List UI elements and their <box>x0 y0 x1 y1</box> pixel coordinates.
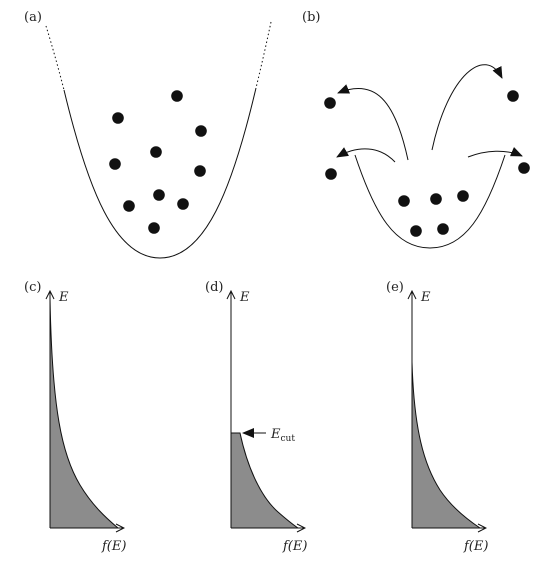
energy-axis-label: E <box>58 290 69 305</box>
panel-b-label: (b) <box>302 10 320 25</box>
potential-well-dotted-right <box>255 21 272 89</box>
potential-well-curve <box>63 87 257 259</box>
evaporating-atoms-arrows <box>336 64 523 163</box>
atom <box>177 198 189 210</box>
distribution-axis-label: f(E) <box>463 539 488 554</box>
energy-axis-label: E <box>420 290 431 305</box>
panel-e-label: (e) <box>386 280 404 295</box>
truncated-distribution-fill <box>231 433 298 528</box>
panel-a: (a) <box>24 10 272 259</box>
evaporation-well-curve <box>354 154 506 249</box>
escaped-atoms <box>324 90 530 180</box>
potential-well-dotted-left <box>45 25 65 91</box>
atom <box>112 112 124 124</box>
atom <box>150 146 162 158</box>
atom <box>518 162 530 174</box>
cutoff-label-main: E <box>270 427 281 442</box>
atom <box>410 225 422 237</box>
rethermalized-distribution-curve <box>411 361 481 529</box>
panel-a-label: (a) <box>24 10 42 25</box>
atom <box>194 165 206 177</box>
escape-arrow <box>467 147 523 158</box>
atom <box>153 189 165 201</box>
distribution-fill <box>50 298 118 528</box>
trapped-atoms <box>398 190 469 237</box>
atom <box>430 193 442 205</box>
atom <box>457 190 469 202</box>
distribution-axis-label: f(E) <box>101 539 126 554</box>
atom <box>171 90 183 102</box>
atom <box>324 97 336 109</box>
cutoff-label-sub: cut <box>281 434 296 444</box>
panel-d: (d) E f(E) Ecut <box>205 280 307 554</box>
atom <box>109 158 121 170</box>
panel-c: (c) E f(E) <box>24 280 126 554</box>
atom <box>507 90 519 102</box>
atom <box>437 223 449 235</box>
panel-d-label: (d) <box>205 280 223 295</box>
atom <box>195 125 207 137</box>
cutoff-energy-label: Ecut <box>270 427 295 444</box>
panel-c-label: (c) <box>24 280 41 295</box>
rethermalized-distribution-fill <box>412 362 480 528</box>
escape-arrow <box>337 84 409 161</box>
atom <box>148 222 160 234</box>
panel-e: (e) E f(E) <box>386 280 488 554</box>
atom <box>123 200 135 212</box>
trapped-atoms <box>109 90 207 234</box>
atom <box>398 195 410 207</box>
truncated-distribution-curve <box>231 432 299 529</box>
panel-b: (b) <box>302 10 530 249</box>
energy-axis-label: E <box>239 290 250 305</box>
distribution-axis-label: f(E) <box>282 539 307 554</box>
escape-arrow <box>336 147 396 163</box>
distribution-curve <box>49 297 119 529</box>
escape-arrow <box>431 64 503 151</box>
atom <box>325 168 337 180</box>
